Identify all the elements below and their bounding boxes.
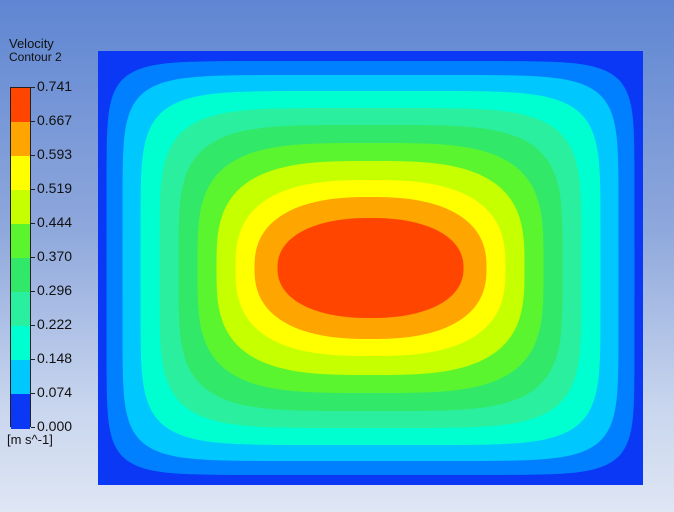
legend-tick-label: 0.667 — [37, 112, 73, 128]
legend-tick-label: 0.000 — [37, 418, 73, 434]
legend-colorbar — [10, 87, 31, 429]
legend-band — [11, 360, 30, 395]
legend-tick — [31, 393, 35, 394]
legend-tick — [31, 359, 35, 360]
legend-tick — [31, 427, 35, 428]
legend-band — [11, 258, 30, 293]
legend-band — [11, 292, 30, 327]
legend-tick-label: 0.519 — [37, 180, 73, 196]
legend-tick-label: 0.074 — [37, 384, 73, 400]
contour-band-10 — [277, 218, 464, 318]
legend-tick-label: 0.370 — [37, 248, 73, 264]
legend-band — [11, 156, 30, 191]
legend-tick — [31, 325, 35, 326]
legend-tick-label: 0.593 — [37, 146, 73, 162]
legend-tick-label: 0.148 — [37, 350, 73, 366]
legend-band — [11, 122, 30, 157]
legend-band — [11, 224, 30, 259]
legend-tick — [31, 223, 35, 224]
legend-band — [11, 190, 30, 225]
legend-units: [m s^-1] — [7, 432, 53, 447]
legend-tick-label: 0.222 — [37, 316, 73, 332]
legend-band — [11, 394, 30, 429]
legend-tick-label: 0.444 — [37, 214, 73, 230]
legend-tick — [31, 121, 35, 122]
legend-tick — [31, 87, 35, 88]
legend-tick-label: 0.296 — [37, 282, 73, 298]
legend-band — [11, 88, 30, 123]
legend-tick-label: 0.741 — [37, 78, 73, 94]
legend-subtitle: Contour 2 — [9, 50, 62, 64]
legend-band — [11, 326, 30, 361]
contour-plot — [98, 51, 643, 485]
legend-tick — [31, 189, 35, 190]
legend-title: Velocity — [9, 36, 54, 51]
legend-tick — [31, 155, 35, 156]
legend-tick — [31, 291, 35, 292]
legend-tick — [31, 257, 35, 258]
